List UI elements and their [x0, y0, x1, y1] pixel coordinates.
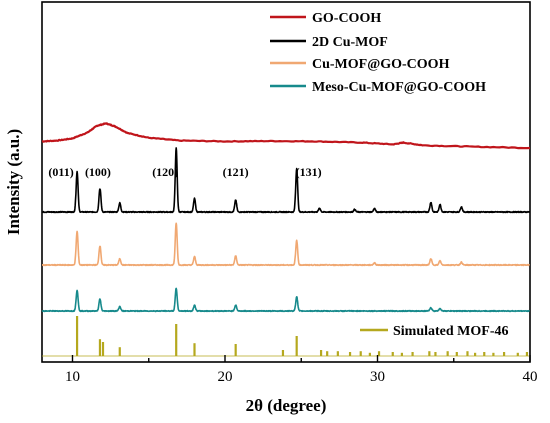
- peak-label: (120): [152, 165, 178, 179]
- legend-label-2d-cu-mof: 2D Cu-MOF: [312, 35, 388, 50]
- series-meso-cu-mof-go-cooh: [41, 287, 531, 313]
- peak-label: (131): [296, 165, 322, 179]
- legend-label-meso-cu-mof-go: Meso-Cu-MOF@GO-COOH: [312, 80, 486, 95]
- legend-label-cu-mof-go: Cu-MOF@GO-COOH: [312, 57, 450, 72]
- legend-label-simulated: Simulated MOF-46: [393, 324, 509, 339]
- legend-label-go-cooh: GO-COOH: [312, 11, 381, 26]
- reference-layer: [42, 316, 530, 357]
- legend: GO-COOH 2D Cu-MOF Cu-MOF@GO-COOH Meso-Cu…: [270, 11, 509, 339]
- peak-label: (011): [48, 165, 73, 179]
- y-axis-title: Intensity (a.u.): [4, 129, 23, 235]
- series-go-cooh: [41, 122, 531, 150]
- plot-frame: [41, 1, 531, 363]
- peak-label: (100): [85, 165, 111, 179]
- x-axis-title: 2θ (degree): [246, 396, 327, 415]
- x-tick-label: 30: [370, 369, 385, 385]
- peak-annotations: (011) (100) (120) (121) (131): [48, 165, 321, 179]
- x-tick-label: 20: [218, 369, 233, 385]
- series-layer: [41, 122, 531, 313]
- peak-label: (121): [223, 165, 249, 179]
- series-cu-mof-go-cooh: [41, 222, 531, 267]
- x-tick-label: 40: [523, 369, 538, 385]
- series-2d-cu-mof: [41, 147, 531, 214]
- x-tick-label: 10: [65, 369, 80, 385]
- x-axis-ticks: 10 20 30 40: [65, 355, 538, 385]
